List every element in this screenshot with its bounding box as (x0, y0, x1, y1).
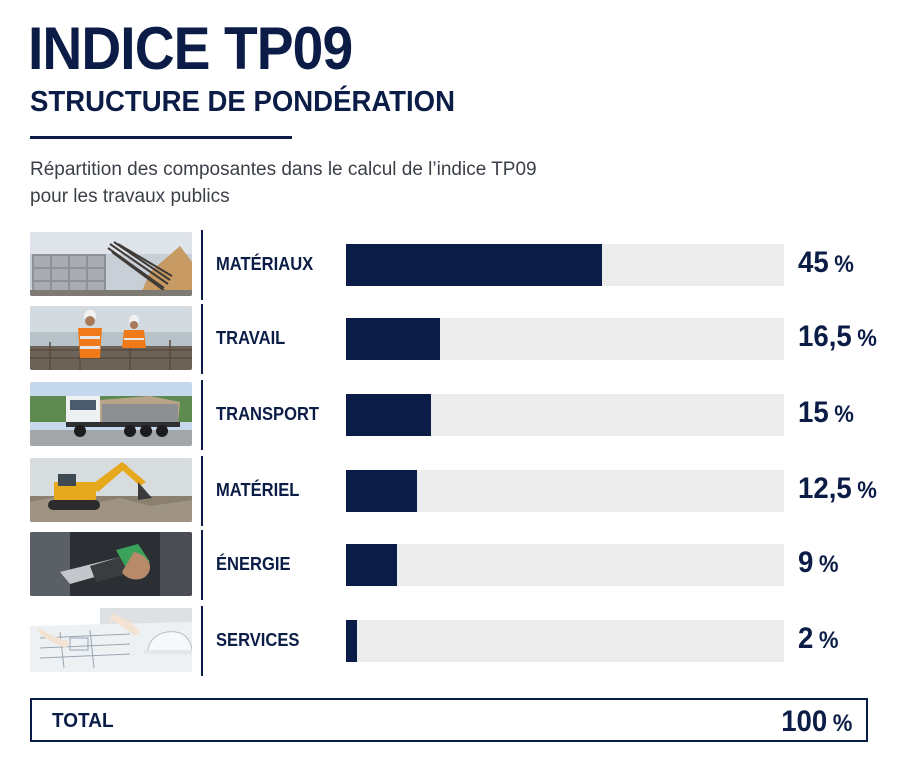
construction-workers-photo (30, 306, 192, 370)
data-label: 15% (798, 396, 854, 430)
bar-track (346, 318, 784, 360)
data-label: 2% (798, 622, 839, 656)
category-label: TRANSPORT (216, 404, 320, 424)
category-label: SERVICES (216, 630, 300, 650)
data-label-value: 15 (798, 396, 829, 429)
bar-track (346, 544, 784, 586)
data-label: 45% (798, 246, 854, 280)
category-label: TRAVAIL (216, 328, 286, 348)
bar-track (346, 620, 784, 662)
page-subtitle: STRUCTURE DE PONDÉRATION (30, 86, 456, 118)
bar (346, 544, 397, 586)
total-unit: % (832, 710, 852, 737)
bar (346, 318, 440, 360)
total-number: 100 (780, 705, 827, 738)
fuel-nozzle-photo (30, 532, 192, 596)
data-label-unit: % (818, 551, 839, 578)
data-label-unit: % (834, 401, 854, 428)
data-label: 9% (798, 546, 839, 580)
bar-track (346, 244, 784, 286)
total-box: TOTAL 100% (30, 698, 868, 742)
excavator-photo (30, 458, 192, 522)
category-label: MATÉRIAUX (216, 254, 314, 274)
data-label-value: 2 (798, 622, 814, 655)
total-label: TOTAL (52, 710, 114, 732)
bar-track (346, 394, 784, 436)
chart-row: TRANSPORT 15% (30, 380, 890, 450)
row-divider (201, 230, 203, 300)
row-divider (201, 456, 203, 526)
row-divider (201, 530, 203, 600)
data-label: 16,5% (798, 320, 877, 354)
page-title: INDICE TP09 (28, 15, 353, 82)
data-label-unit: % (857, 477, 877, 504)
chart-row: MATÉRIEL 12,5% (30, 456, 890, 526)
data-label-value: 45 (798, 246, 829, 279)
chart-row: SERVICES 2% (30, 606, 890, 676)
total-value: 100% (781, 705, 852, 739)
bar (346, 470, 417, 512)
data-label-value: 9 (798, 546, 814, 579)
data-label-unit: % (834, 251, 854, 278)
bar (346, 394, 431, 436)
data-label-unit: % (818, 627, 839, 654)
data-label-value: 16,5 (798, 320, 852, 353)
chart-row: MATÉRIAUX 45% (30, 230, 890, 300)
category-label: ÉNERGIE (216, 554, 291, 574)
bar (346, 244, 602, 286)
engineering-plans-photo (30, 608, 192, 672)
category-label: MATÉRIEL (216, 480, 300, 500)
row-divider (201, 380, 203, 450)
bar-track (346, 470, 784, 512)
data-label: 12,5% (798, 472, 877, 506)
title-underline (30, 136, 292, 139)
chart-row: TRAVAIL 16,5% (30, 304, 890, 374)
chart-row: ÉNERGIE 9% (30, 530, 890, 600)
data-label-value: 12,5 (798, 472, 852, 505)
chart-description: Répartition des composantes dans le calc… (30, 159, 537, 207)
row-divider (201, 304, 203, 374)
building-materials-photo (30, 232, 192, 296)
dump-truck-photo (30, 382, 192, 446)
bar (346, 620, 357, 662)
data-label-unit: % (857, 325, 877, 352)
row-divider (201, 606, 203, 676)
